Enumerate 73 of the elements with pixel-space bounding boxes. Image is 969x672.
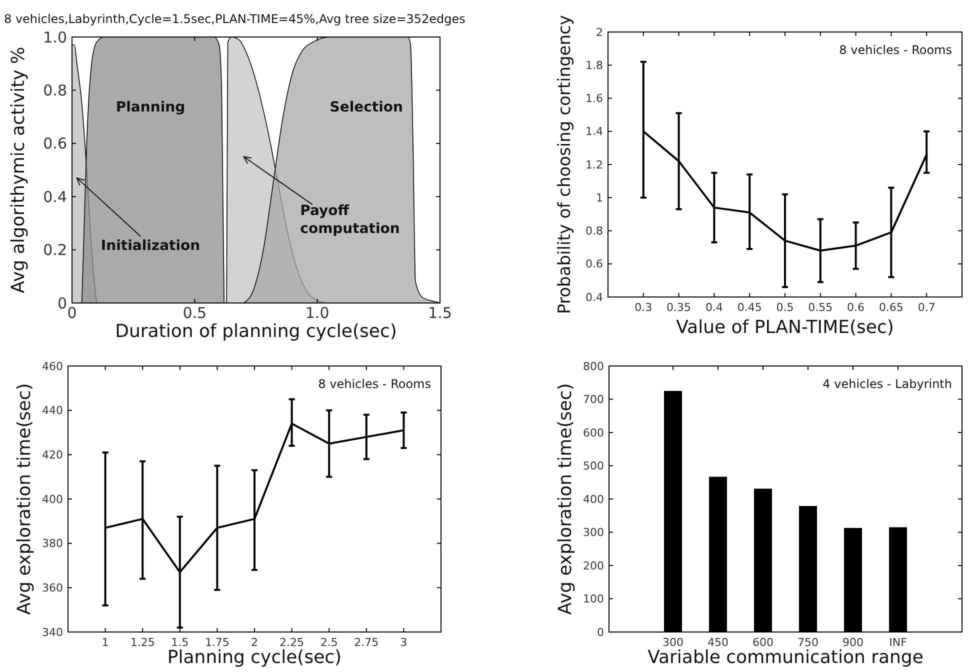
- x-tick-label: 0.7: [918, 301, 936, 314]
- x-tick-label: 1.5: [171, 636, 189, 649]
- y-tick-label: 700: [583, 393, 604, 406]
- annotation: Planning: [116, 99, 186, 116]
- annotation: Initialization: [100, 238, 200, 254]
- y-tick-label: 600: [583, 426, 604, 440]
- x-tick-label: 1.0: [305, 304, 330, 322]
- y-tick-label: 0.8: [43, 81, 67, 100]
- y-tick-label: 340: [42, 626, 63, 639]
- annotation: Selection: [330, 99, 404, 116]
- x-tick-label: 2.25: [280, 636, 304, 649]
- y-axis-title: Avg algorithymic activity %: [8, 46, 29, 294]
- x-tick-label: 0.6: [847, 301, 865, 314]
- y-tick-label: 0.2: [43, 241, 67, 260]
- y-tick-label: 0.8: [586, 224, 603, 238]
- x-tick-label: 2.75: [354, 636, 379, 649]
- x-tick-label: 0.45: [737, 301, 762, 314]
- y-tick-label: 400: [42, 492, 63, 506]
- x-tick-label: 0.4: [705, 301, 723, 314]
- y-axis-title: Probability of choosing cortingency: [555, 15, 575, 314]
- y-tick-label: 200: [583, 559, 604, 572]
- y-axis-title: Avg exploration time(sec): [14, 383, 35, 615]
- annotation: 8 vehicles - Rooms: [318, 377, 431, 391]
- x-tick-label: 0.35: [666, 301, 692, 314]
- y-tick-label: 300: [583, 526, 604, 540]
- y-tick-label: 360: [42, 582, 63, 595]
- x-tick-label: 0.55: [808, 301, 833, 314]
- x-tick-label: 600: [752, 636, 774, 649]
- y-tick-label: 2: [596, 26, 603, 39]
- y-tick-label: 1: [596, 191, 603, 204]
- x-tick-label: 300: [662, 636, 684, 649]
- y-axis-title: Avg exploration time(sec): [555, 383, 576, 615]
- annotation: 4 vehicles - Labyrinth: [822, 377, 952, 391]
- y-tick-label: 800: [583, 360, 604, 373]
- y-tick-label: 100: [583, 592, 604, 606]
- y-tick-label: 0.4: [43, 188, 67, 206]
- y-tick-label: 420: [42, 448, 63, 462]
- x-tick-label: 3: [400, 636, 408, 649]
- x-tick-label: 0.5: [182, 304, 207, 322]
- x-tick-label: 1.75: [204, 636, 230, 649]
- y-tick-label: 1.4: [586, 125, 603, 138]
- x-axis-title: Value of PLAN-TIME(sec): [676, 317, 894, 338]
- y-tick-label: 500: [583, 460, 604, 473]
- x-axis-title: Duration of planning cycle(sec): [115, 321, 397, 342]
- chart-title: 8 vehicles,Labyrinth,Cycle=1.5sec,PLAN-TIME=45%,Avg tree size=352edges: [4, 12, 466, 26]
- x-tick-label: 0.5: [776, 301, 794, 314]
- annotation: Payoff computation: [300, 203, 400, 238]
- x-tick-label: 1: [102, 636, 109, 649]
- y-tick-label: 440: [42, 404, 63, 418]
- x-axis-title: Variable communication range: [648, 647, 924, 668]
- y-tick-label: 1.0: [43, 28, 67, 46]
- y-tick-label: 0.6: [43, 134, 67, 153]
- x-axis-title: Planning cycle(sec): [167, 647, 342, 668]
- x-tick-label: 1.5: [428, 304, 452, 322]
- y-tick-label: 1.8: [586, 58, 603, 72]
- x-tick-label: 2: [251, 636, 258, 649]
- x-tick-label: 1.25: [130, 636, 155, 649]
- x-tick-label: 750: [798, 636, 818, 649]
- x-tick-label: 0.65: [878, 301, 904, 314]
- x-tick-label: 900: [842, 636, 864, 649]
- y-tick-label: 1.6: [586, 92, 603, 106]
- y-tick-label: 0.6: [586, 258, 603, 271]
- y-tick-label: 380: [42, 537, 63, 550]
- x-tick-label: 2.5: [320, 636, 338, 649]
- y-tick-label: 0: [597, 626, 604, 639]
- y-tick-label: 0.4: [586, 290, 603, 304]
- x-tick-label: 0.3: [634, 301, 652, 314]
- y-tick-label: 460: [42, 360, 63, 373]
- y-tick-label: 400: [583, 492, 604, 506]
- y-tick-label: 1.2: [586, 158, 603, 172]
- x-tick-label: 450: [708, 636, 728, 649]
- x-tick-label: INF: [889, 636, 907, 649]
- annotation: 8 vehicles - Rooms: [839, 43, 952, 57]
